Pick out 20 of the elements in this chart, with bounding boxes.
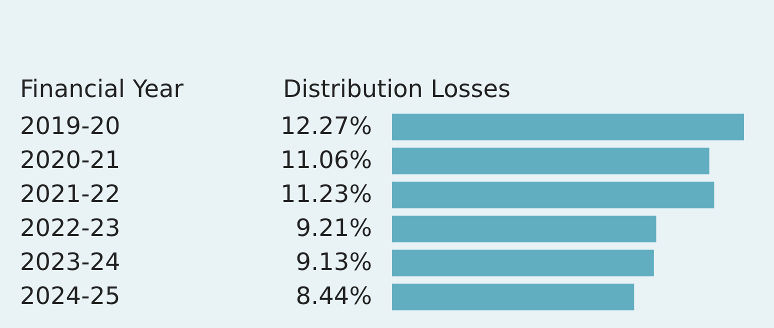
- y-tick-label: 2022-23: [20, 214, 120, 242]
- bar: [392, 250, 654, 276]
- data-label: 12.27%: [280, 112, 372, 140]
- bar: [392, 114, 744, 140]
- bar: [392, 216, 656, 242]
- data-label: 8.44%: [296, 282, 372, 310]
- x-axis-title: Distribution Losses: [283, 75, 511, 103]
- bar: [392, 182, 714, 208]
- bar: [392, 284, 634, 310]
- data-label: 9.21%: [296, 214, 372, 242]
- y-tick-label: 2021-22: [20, 180, 120, 208]
- y-tick-label: 2023-24: [20, 248, 120, 276]
- y-tick-label: 2024-25: [20, 282, 120, 310]
- bar: [392, 148, 710, 174]
- y-tick-label: 2019-20: [20, 112, 120, 140]
- data-label: 11.06%: [280, 146, 372, 174]
- y-axis-title: Financial Year: [20, 75, 184, 103]
- data-label: 11.23%: [280, 180, 372, 208]
- y-tick-label: 2020-21: [20, 146, 120, 174]
- data-label: 9.13%: [296, 248, 372, 276]
